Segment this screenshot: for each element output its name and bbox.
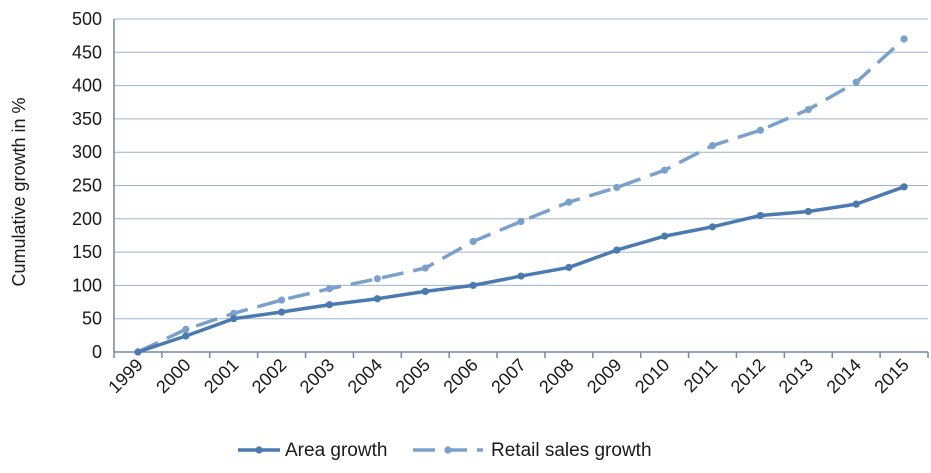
series-1-point [661, 166, 669, 174]
y-tick-label: 200 [72, 209, 102, 229]
series-1-point [900, 35, 908, 43]
series-0-point [756, 211, 765, 220]
series-1-point [756, 126, 765, 134]
y-axis: 0 50 100 150 200 250 300 350 400 450 500 [72, 9, 115, 362]
x-tick-label: 2003 [296, 355, 338, 397]
x-tick-label: 1999 [104, 355, 146, 397]
x-tick-label: 2013 [775, 355, 817, 397]
x-tick-label: 2009 [583, 355, 625, 397]
y-tick-label: 300 [72, 142, 102, 162]
y-tick-label: 50 [82, 309, 102, 329]
x-tick-label: 2005 [392, 355, 434, 397]
y-tick-label: 250 [72, 176, 102, 196]
x-tick-label: 2002 [248, 355, 290, 397]
y-tick-label: 350 [72, 109, 102, 129]
series-0-point [565, 263, 573, 272]
series-1-point [565, 198, 573, 206]
series-1-point [373, 275, 381, 283]
series-1-point [277, 296, 286, 304]
series-0-point [804, 207, 812, 216]
x-tick-label: 2014 [823, 355, 865, 397]
y-tick-label: 150 [72, 242, 102, 262]
series-0-point [182, 332, 190, 340]
series-1-point [230, 309, 238, 317]
x-tick-label: 2015 [870, 355, 912, 397]
series-0-point [900, 183, 908, 191]
y-tick-label: 400 [72, 76, 102, 96]
legend-label-0: Area growth [285, 440, 387, 461]
series-1-point [613, 183, 621, 192]
series-lines [134, 35, 908, 356]
y-tick-label: 100 [72, 275, 102, 295]
x-tick-label: 2010 [631, 355, 673, 397]
series-1-point [469, 237, 477, 246]
x-tick-label: 2012 [727, 355, 769, 397]
x-tick-label: 2008 [535, 355, 577, 397]
x-tick-label: 2004 [344, 355, 386, 397]
y-tick-label: 450 [72, 42, 102, 62]
gridlines [114, 18, 928, 353]
series-1-point [182, 325, 190, 333]
y-tick-label: 500 [72, 9, 102, 29]
legend-label-1: Retail sales growth [491, 440, 652, 461]
series-0-point [421, 287, 429, 295]
x-tick-label: 2000 [152, 355, 194, 397]
y-axis-title: Cumulative growth in % [9, 97, 29, 286]
series-0-point [852, 200, 860, 208]
series-0-point [134, 348, 142, 356]
series-line-0 [137, 185, 905, 354]
series-line-1 [137, 37, 906, 354]
legend-marker-0 [255, 446, 263, 454]
series-0-point [277, 308, 286, 316]
series-0-point [230, 315, 238, 323]
series-1-point [852, 78, 860, 86]
series-1-point [708, 141, 717, 150]
series-1-point [804, 105, 812, 114]
series-0-point [325, 301, 334, 309]
x-tick-label: 2011 [680, 355, 722, 397]
series-0-point [517, 272, 525, 280]
series-0-point [661, 232, 669, 240]
x-tick-label: 2007 [487, 355, 529, 397]
series-1-point [421, 264, 429, 272]
series-1-point [325, 285, 334, 293]
series-1-point [517, 217, 525, 226]
legend-marker-1 [444, 446, 452, 454]
series-0-point [708, 223, 717, 231]
x-tick-label: 2001 [200, 355, 242, 397]
series-0-point [613, 246, 621, 254]
legend: Area growth Retail sales growth [238, 440, 652, 461]
x-axis: 1999 2000 2001 2002 2003 2004 2005 2006 2007 2008… [104, 351, 929, 397]
series-0-point [373, 295, 381, 303]
x-tick-label: 2006 [439, 355, 481, 397]
series-0-point [469, 281, 477, 289]
y-tick-label: 0 [92, 342, 102, 362]
